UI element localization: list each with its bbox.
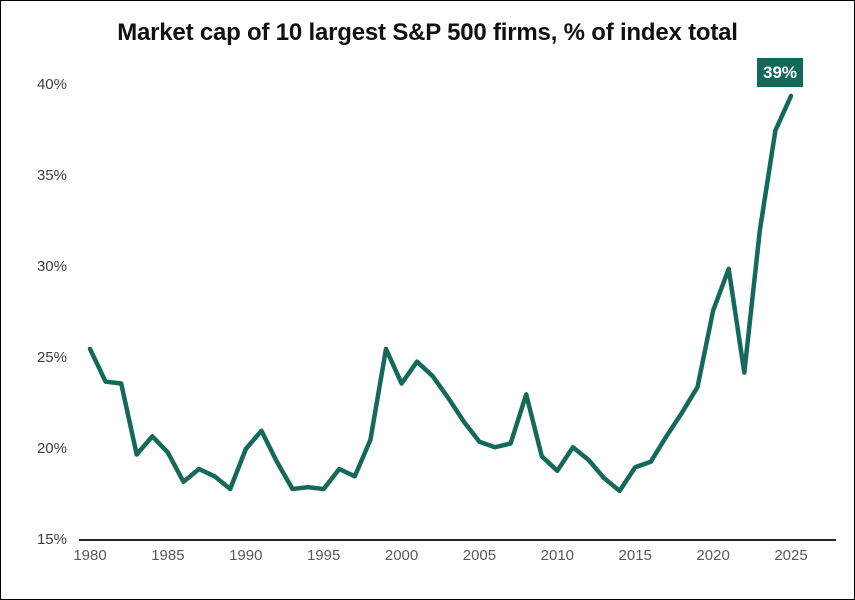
x-axis-tick-label: 2015	[618, 547, 652, 564]
y-axis-tick-label: 20%	[36, 440, 67, 457]
x-axis-tick-label: 1985	[151, 547, 185, 564]
y-axis-tick-label: 15%	[36, 531, 67, 548]
y-axis-tick-label: 40%	[36, 76, 67, 93]
y-axis-tick-label: 25%	[36, 349, 67, 366]
x-axis-tick-label: 2000	[384, 547, 419, 564]
chart-title: Market cap of 10 largest S&P 500 firms, …	[117, 19, 738, 46]
x-axis-tick-label: 2020	[696, 547, 730, 564]
data-line	[87, 93, 794, 494]
x-axis-tick-label: 2005	[462, 547, 497, 564]
x-axis-tick-label: 1990	[229, 547, 263, 564]
x-axis-tick-label: 2025	[774, 547, 808, 564]
y-axis-tick-label: 35%	[36, 167, 67, 184]
data-callout: 39%	[757, 58, 803, 87]
x-axis-tick-label: 2010	[540, 547, 575, 564]
x-axis-tick-label: 1980	[73, 547, 107, 564]
y-axis-tick-label: 30%	[36, 258, 67, 275]
x-axis-tick-label: 1995	[306, 547, 341, 564]
